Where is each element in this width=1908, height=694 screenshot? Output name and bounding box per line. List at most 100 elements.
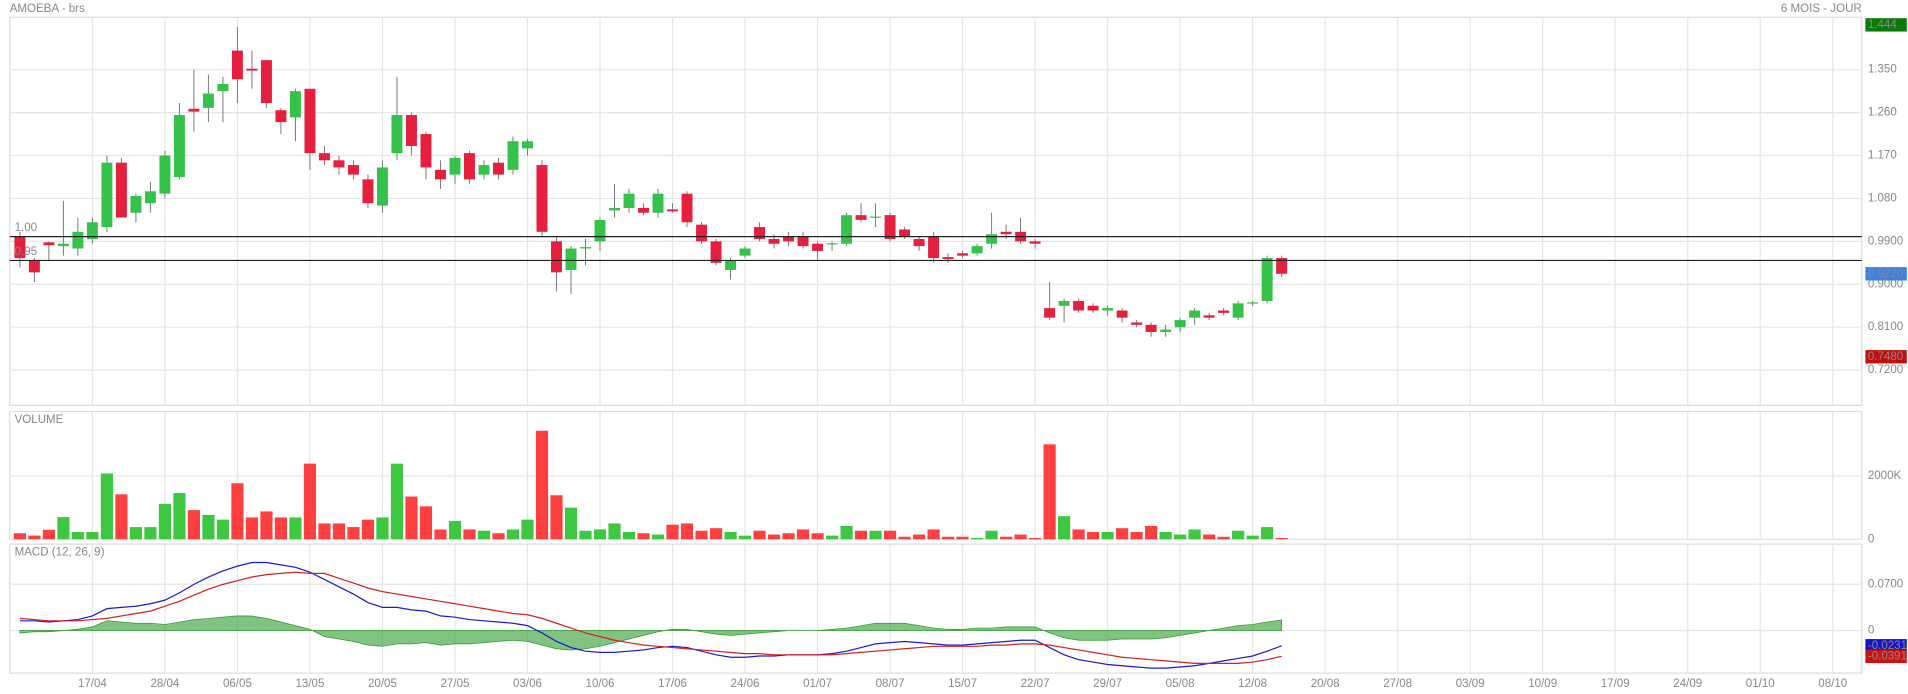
volume-bar <box>709 528 723 540</box>
candle-body <box>1058 300 1070 306</box>
volume-bar <box>115 494 128 540</box>
candle-body <box>43 242 55 246</box>
candle-body <box>376 167 388 206</box>
volume-bar <box>898 536 911 540</box>
candle-body <box>28 260 40 273</box>
price-tag-label: -0.0231 <box>1868 640 1907 652</box>
chart-title: AMOEBA - brs <box>10 3 85 15</box>
volume-bar <box>1000 536 1013 540</box>
volume-bar <box>1275 537 1288 540</box>
candle-body <box>1247 302 1259 304</box>
candle-body <box>144 191 156 204</box>
y-tick-label: 1.170 <box>1868 150 1897 162</box>
chart-subtitle: 6 MOIS - JOUR <box>1781 3 1862 15</box>
x-tick-label: 03/06 <box>513 678 542 690</box>
volume-bar <box>854 530 868 540</box>
y-tick-label: 0.9000 <box>1868 278 1903 290</box>
volume-bar <box>622 531 636 540</box>
candle-body <box>86 222 98 239</box>
volume-bar <box>492 533 505 540</box>
x-tick-label: 08/07 <box>876 678 905 690</box>
candle-body <box>812 243 824 251</box>
x-tick-label: 01/07 <box>803 678 832 690</box>
y-tick-label: 0.9900 <box>1868 235 1903 247</box>
volume-bar <box>550 495 563 540</box>
x-tick-label: 17/09 <box>1601 678 1630 690</box>
x-tick-label: 24/06 <box>731 678 760 690</box>
candle-body <box>173 114 185 177</box>
volume-bar <box>651 534 665 540</box>
volume-bar <box>724 531 737 540</box>
volume-bar <box>1029 537 1042 540</box>
volume-bar <box>86 531 99 540</box>
volume-bar <box>13 533 26 540</box>
reference-label: 0.95 <box>15 246 37 258</box>
candle-body <box>710 241 722 263</box>
volume-bar <box>129 527 142 540</box>
candle-body <box>333 160 345 168</box>
macd-line <box>19 571 1282 664</box>
volume-bar <box>173 493 186 540</box>
y-tick-label: 1.080 <box>1868 192 1897 204</box>
price-tag-label: 0.9220 <box>1868 268 1903 280</box>
volume-bar <box>1101 531 1114 540</box>
volume-bar <box>883 530 897 540</box>
price-tag <box>1865 18 1907 32</box>
price-tag <box>1865 649 1907 664</box>
x-tick-label: 27/08 <box>1383 678 1412 690</box>
volume-bar <box>100 473 113 540</box>
candle-body <box>464 153 475 180</box>
volume-bar <box>1217 536 1230 540</box>
candle-body <box>855 215 867 220</box>
y-tick-label: 2000K <box>1868 470 1902 482</box>
candle-body <box>1160 329 1172 332</box>
candle-body <box>638 207 649 213</box>
volume-bar <box>1188 529 1201 540</box>
volume-bar <box>1058 516 1071 540</box>
candle-body <box>841 215 853 244</box>
volume-bar <box>332 523 346 540</box>
volume-bar <box>564 507 578 540</box>
volume-bar <box>637 533 650 540</box>
volume-bar <box>1232 530 1245 540</box>
candle-body <box>565 248 577 270</box>
candle-body <box>971 246 983 254</box>
candle-body <box>696 224 708 242</box>
candle-body <box>1232 303 1244 318</box>
candle-body <box>478 165 490 175</box>
candle-body <box>652 193 664 213</box>
candle-body <box>318 153 330 161</box>
volume-bar <box>361 519 375 540</box>
candle-body <box>768 238 780 244</box>
volume-bar <box>1043 444 1056 540</box>
candle-body <box>986 234 998 244</box>
volume-bar <box>680 523 694 540</box>
candle-body <box>289 91 301 118</box>
volume-bar <box>405 496 418 540</box>
candle-body <box>1044 308 1056 318</box>
candle-body <box>362 179 374 204</box>
candle-body <box>1174 320 1186 328</box>
candle-body <box>623 193 635 208</box>
candle-body <box>1073 300 1085 311</box>
x-tick-label: 08/10 <box>1818 678 1847 690</box>
volume-bar <box>1116 528 1129 540</box>
price-tag <box>1865 639 1907 653</box>
y-tick-label: 0.8100 <box>1868 321 1903 333</box>
volume-bar <box>738 535 752 540</box>
candle-body <box>347 165 359 175</box>
candle-body <box>1131 322 1143 325</box>
volume-bar <box>463 529 476 540</box>
volume-bar <box>956 536 969 540</box>
x-tick-label: 17/04 <box>78 678 107 690</box>
volume-bar <box>448 520 462 540</box>
volume-bar <box>825 535 839 540</box>
volume-bar <box>42 529 55 540</box>
candle-body <box>115 162 127 218</box>
volume-bar <box>71 531 84 540</box>
volume-bar <box>753 530 766 540</box>
volume-bar <box>1072 529 1085 540</box>
volume-bar <box>941 536 955 540</box>
